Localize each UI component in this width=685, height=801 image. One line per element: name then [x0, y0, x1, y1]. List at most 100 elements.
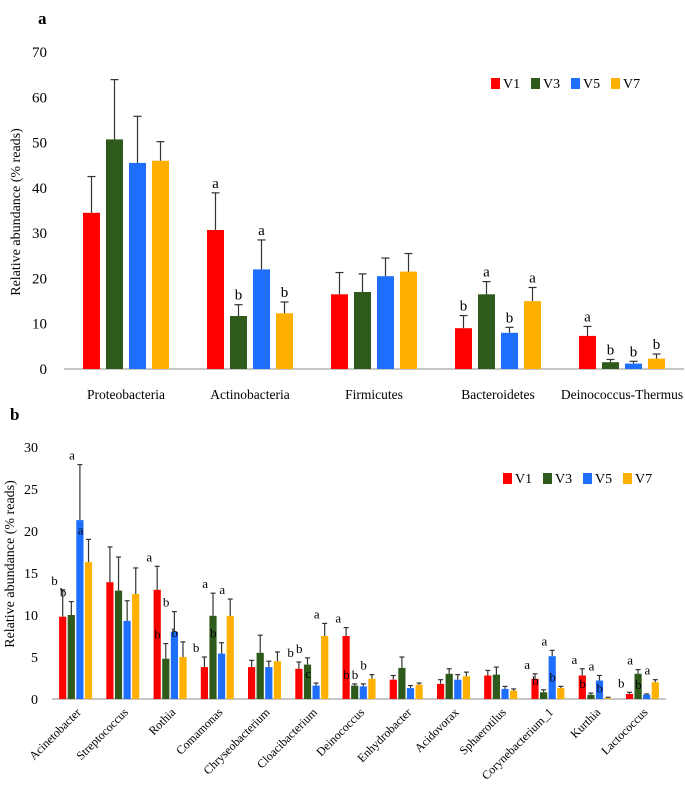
y-tick-label: 10 [24, 609, 38, 624]
panel-b: b Relative abundance (% reads) 0 5 10 15 20 2… [3, 405, 666, 783]
legend-label: V5 [595, 472, 612, 487]
bar-V5 [129, 162, 146, 369]
bar-V3 [445, 673, 453, 699]
legend-label: V7 [623, 77, 640, 92]
y-tick-label: 20 [32, 271, 47, 287]
x-tick-label: Rothia [146, 705, 179, 738]
legend-swatch-V5 [583, 473, 592, 484]
y-tick-label: 60 [32, 90, 47, 106]
legend-swatch-V1 [503, 473, 512, 484]
significance-letter: b [607, 342, 615, 358]
bar-V7 [84, 562, 93, 699]
bar-V7 [321, 636, 329, 699]
bar-V5 [359, 686, 367, 699]
significance-letter: b [51, 573, 58, 588]
significance-letter: b [618, 675, 625, 690]
y-tick-label: 10 [32, 317, 47, 333]
bar-V5 [377, 276, 394, 369]
y-tick-label: 25 [24, 483, 38, 498]
bar-V7 [415, 684, 423, 699]
x-tick-label: Lactococcus [598, 705, 651, 758]
significance-letter: b [163, 595, 170, 610]
y-tick-label: 30 [32, 226, 47, 242]
bar-V1 [153, 589, 161, 699]
bar-V5 [595, 680, 604, 699]
panel-b-ylabel: Relative abundance (% reads) [3, 480, 18, 648]
bar-V3 [492, 674, 500, 699]
significance-letter: a [146, 549, 152, 564]
y-tick-label: 5 [31, 651, 38, 666]
bar-V5 [265, 667, 273, 699]
significance-letter: b [193, 640, 200, 655]
bar-V5 [218, 653, 226, 699]
significance-letter: b [630, 344, 638, 360]
y-tick-label: 0 [40, 362, 48, 378]
bar-V1 [437, 683, 445, 699]
legend-label: V3 [555, 472, 572, 487]
x-tick-label: Kurthia [568, 705, 604, 741]
significance-letter: b [549, 669, 556, 684]
legend-swatch-V1 [491, 78, 500, 89]
bar-V3 [540, 692, 548, 699]
significance-letter: b [506, 310, 514, 326]
significance-letter: a [524, 657, 530, 672]
legend-swatch-V7 [623, 473, 632, 484]
bar-V7 [368, 678, 376, 699]
significance-letter: b [60, 585, 67, 600]
bar-V1 [207, 230, 224, 369]
significance-letter: b [597, 680, 604, 695]
y-tick-label: 30 [24, 441, 38, 456]
significance-letter: b [635, 677, 642, 692]
significance-letter: a [645, 663, 651, 678]
bar-V5 [454, 679, 462, 699]
bar-V3 [354, 292, 371, 369]
x-tick-label: Firmicutes [345, 387, 403, 402]
significance-letter: b [235, 288, 243, 304]
bar-V3 [114, 590, 123, 699]
significance-letter: b [281, 285, 289, 301]
panel-b-label: b [10, 405, 19, 424]
bar-V1 [625, 694, 634, 699]
significance-letter: b [343, 667, 350, 682]
y-tick-label: 0 [31, 693, 38, 708]
significance-letter: a [589, 658, 595, 673]
bar-V3 [634, 673, 642, 699]
significance-letter: b [287, 645, 294, 660]
bar-V3 [351, 685, 359, 699]
panel-a-ylabel: Relative abundance (% reads) [9, 128, 24, 296]
bar-V7 [226, 615, 234, 699]
bar-V1 [579, 335, 596, 369]
bar-V1 [248, 667, 256, 699]
bar-V7 [273, 661, 281, 699]
bar-V3 [256, 652, 264, 699]
significance-letter: a [483, 265, 490, 281]
bar-V1 [484, 675, 492, 699]
bar-V5 [312, 685, 320, 699]
significance-letter: b [210, 626, 217, 641]
bar-V3 [106, 139, 123, 369]
x-tick-label: Acidovorax [412, 705, 462, 755]
bar-V1 [106, 582, 114, 699]
significance-letter: b [532, 673, 539, 688]
y-tick-label: 20 [24, 525, 38, 540]
significance-letter: c [305, 666, 311, 681]
legend-swatch-V7 [611, 78, 620, 89]
significance-letter: a [541, 633, 547, 648]
bar-V3 [67, 615, 75, 699]
bar-V7 [510, 690, 518, 699]
significance-letter: b [352, 667, 359, 682]
legend-label: V1 [503, 77, 520, 92]
significance-letter: a [627, 653, 633, 668]
bar-V3 [602, 362, 619, 369]
bar-V1 [389, 679, 397, 699]
significance-letter: b [460, 299, 468, 315]
panel-a-label: a [38, 9, 47, 28]
significance-letter: a [212, 176, 219, 192]
bar-V7 [604, 698, 612, 699]
significance-letter: a [258, 223, 265, 239]
bar-V7 [276, 313, 293, 369]
significance-letter: b [653, 337, 661, 353]
bar-V1 [578, 675, 586, 699]
bar-V7 [152, 160, 169, 369]
